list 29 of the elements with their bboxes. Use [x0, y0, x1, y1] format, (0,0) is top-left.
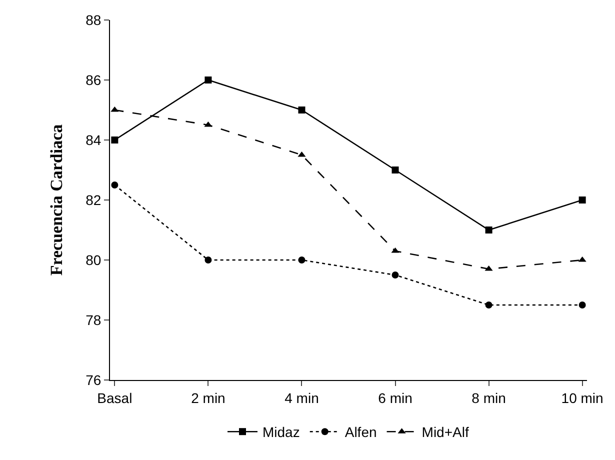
x-tick-label: 2 min — [191, 390, 226, 406]
point — [111, 136, 118, 144]
point — [298, 256, 306, 264]
y-tick-label: 76 — [86, 372, 102, 388]
point — [298, 106, 306, 114]
point — [204, 256, 212, 264]
legend-label: Midaz — [262, 424, 300, 440]
point — [392, 166, 399, 174]
point — [111, 182, 118, 188]
y-tick-label: 88 — [86, 12, 102, 28]
point — [578, 302, 586, 308]
x-tick-label: Basal — [97, 390, 132, 406]
x-tick-label: 10 min — [561, 390, 604, 406]
legend-label: Alfen — [344, 424, 377, 440]
point — [485, 302, 492, 308]
y-tick-label: 82 — [86, 192, 102, 208]
point — [392, 272, 399, 278]
y-tick-label: 86 — [86, 72, 102, 88]
y-tick-label: 78 — [86, 312, 102, 328]
x-tick-label: 8 min — [472, 390, 506, 406]
legend-label: Mid+Alf — [422, 424, 469, 440]
x-tick-label: 6 min — [378, 390, 412, 406]
x-tick-label: 4 min — [284, 390, 319, 406]
y-tick-label: 84 — [86, 132, 102, 148]
y-axis-title: Frecuencia Cardiaca — [47, 124, 66, 276]
point — [578, 196, 586, 204]
point — [485, 226, 492, 234]
y-tick-label: 80 — [86, 252, 102, 268]
point — [204, 76, 212, 84]
